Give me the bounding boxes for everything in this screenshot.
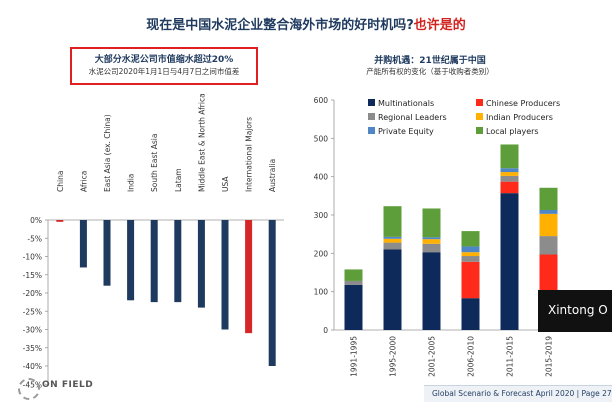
stacked-bar-segment — [461, 246, 480, 253]
legend-label: Chinese Producers — [486, 99, 560, 108]
bar — [127, 220, 135, 301]
y-tick-label: 0 — [323, 326, 328, 335]
stacked-bar-segment — [422, 208, 441, 238]
stacked-bar-segment — [383, 236, 402, 239]
legend-swatch — [476, 113, 483, 120]
category-label: 2006-2010 — [467, 336, 476, 377]
category-label: India — [127, 174, 136, 192]
category-label: USA — [221, 176, 230, 192]
stacked-bar-segment — [500, 172, 519, 176]
stacked-bar-segment — [422, 239, 441, 244]
legend-swatch — [368, 113, 375, 120]
stacked-bar-segment — [383, 249, 402, 330]
stacked-bar-segment — [500, 168, 519, 173]
stacked-bar-segment — [344, 280, 363, 285]
legend-swatch — [476, 127, 483, 134]
legend-label: Indian Producers — [486, 113, 553, 122]
stacked-bar-segment — [461, 298, 480, 330]
stacked-bar-segment — [500, 181, 519, 194]
right-chart-subtitle: 产能所有权的变化（基于收购者类别） — [366, 67, 494, 76]
bar — [174, 220, 182, 303]
category-label: East Asia (ex. China) — [103, 114, 112, 192]
category-label: Latam — [174, 168, 183, 192]
stacked-bar-segment — [422, 252, 441, 330]
stacked-bar-segment — [461, 231, 480, 247]
legend-label: Multinationals — [378, 99, 434, 108]
overlay-text: Xintong O — [548, 303, 608, 317]
stacked-bar-segment — [383, 238, 402, 243]
bar — [56, 220, 64, 222]
category-label: South East Asia — [150, 134, 159, 192]
y-tick-label: -10% — [23, 253, 42, 262]
y-tick-label: -40% — [23, 362, 42, 371]
legend-swatch — [368, 127, 375, 134]
stacked-bar-segment — [461, 261, 480, 299]
legend-label: Local players — [486, 127, 539, 136]
bar — [221, 220, 229, 330]
bar — [245, 220, 253, 334]
y-tick-label: 300 — [314, 211, 329, 220]
y-tick-label: -15% — [23, 271, 42, 280]
category-label: 2011-2015 — [506, 336, 515, 377]
legend-swatch — [476, 99, 483, 106]
y-tick-label: -30% — [23, 326, 42, 335]
left-chart-highlight-box — [70, 47, 258, 85]
y-tick-label: 400 — [314, 173, 329, 182]
y-tick-label: 200 — [314, 249, 329, 258]
slide-title-main: 现在是中国水泥企业整合海外市场的好时机吗? — [146, 18, 414, 33]
bar — [268, 220, 276, 366]
stacked-bar-segment — [500, 175, 519, 182]
stacked-bar-segment — [344, 269, 363, 281]
legend-label: Regional Leaders — [378, 113, 447, 122]
footer-text: Global Scenario & Forecast April 2020 | … — [432, 389, 612, 398]
slide-title-highlight: 也许是的 — [413, 18, 466, 33]
right-chart-title: 并购机遇：21世纪属于中国 — [374, 56, 486, 66]
y-tick-label: -20% — [23, 289, 42, 298]
category-label: China — [56, 171, 65, 192]
bar — [79, 220, 87, 268]
bar — [150, 220, 158, 303]
category-label: International Majors — [245, 117, 254, 192]
y-tick-label: -5% — [27, 234, 42, 243]
bar — [103, 220, 111, 286]
bar — [197, 220, 205, 308]
stacked-bar-segment — [422, 237, 441, 240]
stacked-bar-segment — [422, 243, 441, 253]
category-label: 1995-2000 — [389, 336, 398, 377]
category-label: Middle East & North Africa — [197, 93, 206, 192]
stacked-bar-segment — [383, 242, 402, 250]
video-overlay-label: Xintong O — [538, 290, 612, 332]
stacked-bar-segment — [461, 256, 480, 262]
stacked-bar-segment — [500, 193, 519, 330]
category-label: Africa — [79, 171, 88, 192]
y-tick-label: 600 — [314, 96, 329, 105]
category-label: 1991-1995 — [350, 336, 359, 377]
stacked-bar-segment — [539, 187, 558, 211]
stacked-bar-segment — [539, 213, 558, 237]
left-chart-title: 大部分水泥公司市值缩水超过20% — [94, 55, 234, 65]
stacked-bar-segment — [383, 206, 402, 237]
legend-label: Private Equity — [378, 127, 434, 136]
y-tick-label: 100 — [314, 288, 329, 297]
slide-title: 现在是中国水泥企业整合海外市场的好时机吗?也许是的 — [0, 14, 612, 33]
company-logo: ON FIELD — [42, 380, 94, 390]
y-tick-label: -25% — [23, 307, 42, 316]
stacked-bar-segment — [461, 252, 480, 257]
left-chart-subtitle: 水泥公司2020年1月1日与4月7日之间市值差 — [88, 67, 240, 76]
category-label: 2001-2005 — [428, 336, 437, 377]
category-label: Australia — [268, 159, 277, 192]
stacked-bar-segment — [344, 284, 363, 330]
legend-swatch — [368, 99, 375, 106]
stacked-bar-segment — [539, 236, 558, 255]
y-tick-label: -35% — [23, 344, 42, 353]
footer-bar: Global Scenario & Forecast April 2020 | … — [424, 385, 612, 402]
stacked-bar-segment — [500, 144, 519, 169]
gear-logo-icon — [18, 378, 40, 400]
category-label: 2015-2019 — [545, 336, 554, 377]
y-tick-label: 0% — [30, 216, 42, 225]
y-tick-label: 500 — [314, 134, 329, 143]
stacked-bar-segment — [539, 210, 558, 214]
